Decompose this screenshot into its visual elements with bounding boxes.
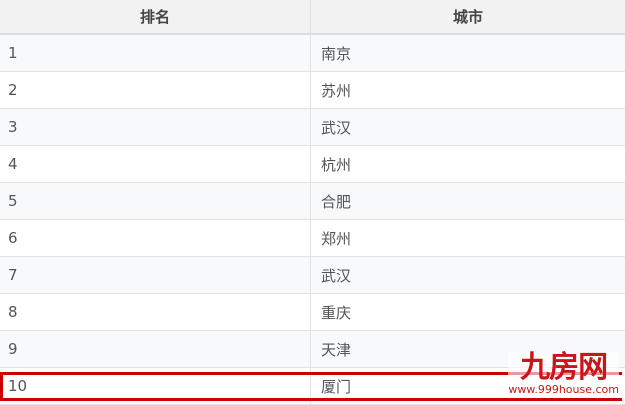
- cell-rank: 6: [0, 220, 311, 257]
- cell-rank: 5: [0, 183, 311, 220]
- cell-rank: 9: [0, 331, 311, 368]
- cell-city: 南京: [311, 34, 625, 72]
- cell-rank: 1: [0, 34, 311, 72]
- cell-city: 合肥: [311, 183, 625, 220]
- cell-city: 苏州: [311, 72, 625, 109]
- cell-city: 武汉: [311, 257, 625, 294]
- cell-city: 郑州: [311, 220, 625, 257]
- cell-city: 重庆: [311, 294, 625, 331]
- watermark: 九房网 www.999house.com: [508, 352, 619, 396]
- cell-city: 杭州: [311, 146, 625, 183]
- cell-rank: 4: [0, 146, 311, 183]
- watermark-logo: 九房网: [508, 352, 619, 384]
- watermark-url: www.999house.com: [508, 384, 619, 396]
- cell-rank: 8: [0, 294, 311, 331]
- header-city: 城市: [311, 0, 625, 34]
- cell-rank: 3: [0, 109, 311, 146]
- cell-rank: 2: [0, 72, 311, 109]
- header-row: 排名 城市: [0, 0, 625, 34]
- cell-rank: 7: [0, 257, 311, 294]
- cell-city: 武汉: [311, 109, 625, 146]
- header-rank: 排名: [0, 0, 311, 34]
